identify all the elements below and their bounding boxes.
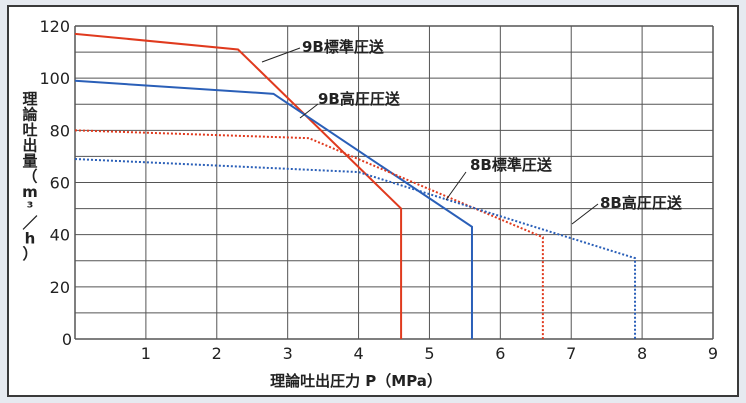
leader-9b-standard [261, 47, 301, 63]
y-axis-label-char: h [25, 230, 36, 248]
series-label-8b-standard: 8B標準圧送 [470, 156, 553, 174]
y-axis-label-char: 理 [22, 90, 37, 108]
leader-9b-high [299, 103, 319, 119]
x-tick-label: 8 [637, 344, 647, 363]
y-axis-label-char: 吐 [22, 121, 37, 139]
y-tick-label: 40 [50, 226, 70, 245]
x-tick-label: 9 [708, 344, 718, 363]
y-axis-label-char: ³ [27, 199, 34, 217]
grid-lines [74, 25, 714, 340]
x-tick-label: 0 [62, 330, 72, 349]
x-tick-label: 7 [566, 344, 576, 363]
x-tick-label: 6 [495, 344, 505, 363]
chart-frame [7, 5, 739, 397]
y-tick-label: 120 [39, 17, 70, 36]
y-tick-label: 100 [39, 69, 70, 88]
leader-8b-standard [445, 171, 467, 201]
series-label-8b-high: 8B高圧圧送 [600, 194, 683, 212]
series-label-9b-high: 9B高圧圧送 [318, 90, 401, 108]
series-line [74, 32, 403, 339]
y-tick-label: 60 [50, 174, 70, 193]
leader-8b-high [571, 203, 599, 225]
x-tick-label: 3 [283, 344, 293, 363]
series-lines [74, 32, 637, 339]
y-tick-label: 20 [50, 278, 70, 297]
tick-labels: 0 1 2 3 4 5 6 7 8 9 20 40 60 80 100 120 [39, 17, 718, 363]
y-axis-label-char: （ [22, 168, 37, 186]
y-tick-label: 80 [50, 121, 70, 140]
y-axis-label-char: 量 [22, 152, 37, 170]
y-axis-label-char: ／ [22, 214, 37, 232]
series-label-9b-standard: 9B標準圧送 [302, 38, 385, 56]
y-axis-label-char: ） [22, 245, 37, 263]
y-axis-label-char: 論 [22, 106, 38, 124]
series-line [74, 158, 637, 339]
x-tick-label: 4 [353, 344, 363, 363]
series-line [74, 129, 544, 339]
x-axis-label: 理論吐出圧力 P（MPa） [270, 372, 442, 390]
x-tick-label: 5 [424, 344, 434, 363]
y-axis-label-char: m [22, 183, 38, 201]
x-tick-label: 2 [212, 344, 222, 363]
x-tick-label: 1 [141, 344, 151, 363]
series-line [74, 79, 473, 339]
y-axis-label-char: 出 [22, 137, 37, 155]
